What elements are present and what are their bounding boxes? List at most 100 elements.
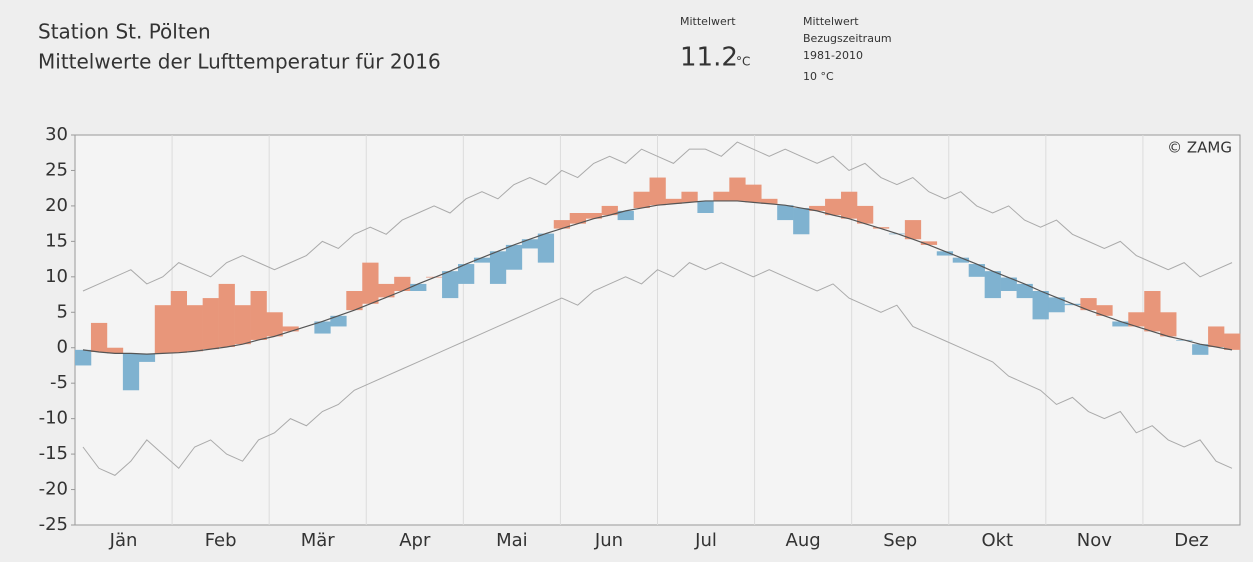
anomaly-bar <box>872 227 890 229</box>
anomaly-bar <box>250 291 267 340</box>
anomaly-bar <box>856 205 874 224</box>
anomaly-bar <box>154 305 172 354</box>
anomaly-bar <box>282 326 299 332</box>
x-tick-label: Dez <box>1174 530 1208 551</box>
summary-value: 11.2 <box>680 43 738 73</box>
anomaly-bar <box>537 233 555 263</box>
anomaly-bar <box>1192 344 1209 355</box>
anomaly-bar <box>394 276 411 291</box>
reference-period-label: Bezugszeitraum <box>803 32 892 45</box>
reference-label: Mittelwert <box>803 15 859 28</box>
x-tick-label: Feb <box>205 530 237 551</box>
anomaly-bar <box>936 251 954 256</box>
climate-mean-line <box>82 200 1233 355</box>
anomaly-bar <box>489 251 507 284</box>
anomaly-bar <box>266 312 283 337</box>
anomaly-bar <box>170 291 188 353</box>
x-tick-label: Sep <box>883 530 917 551</box>
anomaly-bar <box>1080 298 1097 311</box>
y-tick-label: -15 <box>39 443 68 464</box>
anomaly-bar <box>362 262 379 304</box>
anomaly-bar <box>234 305 251 345</box>
anomaly-bar <box>458 264 475 284</box>
anomaly-bar <box>505 244 523 270</box>
anomaly-bar <box>346 291 363 311</box>
anomaly-bar <box>633 191 650 209</box>
anomaly-bar <box>745 184 762 203</box>
anomaly-bar <box>841 191 858 219</box>
x-tick-label: Mär <box>301 530 336 551</box>
anomaly-bar <box>90 322 108 352</box>
anomaly-bar <box>442 271 459 299</box>
y-tick-label: 15 <box>45 230 68 251</box>
anomaly-bar <box>729 177 746 201</box>
anomaly-bar <box>713 191 730 201</box>
y-tick-label: 25 <box>45 159 68 180</box>
anomaly-bar <box>681 191 698 203</box>
anomaly-bar <box>1048 297 1065 313</box>
anomaly-bar <box>1096 305 1113 316</box>
y-tick-label: 30 <box>45 124 68 145</box>
anomaly-bar <box>75 349 92 366</box>
x-tick-label: Jun <box>594 530 623 551</box>
anomaly-bar <box>1112 321 1129 327</box>
anomaly-bar <box>1128 312 1145 327</box>
x-tick-label: Mai <box>496 530 528 551</box>
anomaly-bar <box>793 208 810 235</box>
anomaly-bar <box>649 177 666 206</box>
chart-subtitle: Mittelwerte der Lufttemperatur für 2016 <box>38 50 441 74</box>
anomaly-bar <box>553 220 571 229</box>
anomaly-bar <box>968 264 985 277</box>
anomaly-bar <box>904 220 922 240</box>
x-tick-label: Okt <box>981 530 1013 551</box>
climate-max-line <box>82 141 1233 292</box>
y-tick-label: 20 <box>45 195 68 216</box>
anomaly-bar <box>330 315 347 327</box>
anomaly-bar <box>585 213 602 219</box>
anomaly-bar <box>601 205 618 216</box>
anomaly-bar <box>1224 333 1241 350</box>
anomaly-bar <box>410 283 427 291</box>
anomaly-bar <box>984 271 1001 299</box>
anomaly-bar <box>314 321 331 334</box>
credit: © ZAMG <box>1167 139 1232 157</box>
anomaly-bar <box>952 257 969 263</box>
anomaly-bar <box>122 353 140 391</box>
anomaly-bar <box>761 198 778 204</box>
y-tick-label: -25 <box>39 514 68 535</box>
y-tick-label: 5 <box>57 301 68 322</box>
anomaly-bar <box>473 257 491 263</box>
anomaly-bar <box>202 298 219 350</box>
anomaly-bar <box>106 347 124 354</box>
y-tick-label: -5 <box>50 372 68 393</box>
anomaly-bar <box>1064 303 1081 306</box>
anomaly-bar <box>218 283 235 348</box>
x-tick-label: Aug <box>786 530 821 551</box>
summary-label: Mittelwert <box>680 15 736 28</box>
y-tick-label: -20 <box>39 479 68 500</box>
climate-min-line <box>82 262 1233 476</box>
anomaly-bar <box>697 200 714 213</box>
reference-period: 1981-2010 <box>803 49 863 62</box>
y-tick-label: 10 <box>45 266 68 287</box>
anomaly-bar <box>1016 283 1033 299</box>
anomaly-bar <box>1160 312 1177 337</box>
anomaly-bar <box>1144 291 1161 332</box>
anomaly-bar <box>138 354 156 362</box>
anomaly-bar <box>1208 326 1225 348</box>
reference-value: 10 °C <box>803 70 834 83</box>
chart-title: Station St. Pölten <box>38 20 211 44</box>
anomaly-bar <box>186 305 203 352</box>
anomaly-bar <box>777 205 794 221</box>
x-tick-label: Jul <box>694 530 717 551</box>
anomaly-bar <box>521 239 539 249</box>
y-tick-label: 0 <box>57 337 68 358</box>
x-tick-label: Nov <box>1077 530 1112 551</box>
x-tick-label: Apr <box>399 530 431 551</box>
y-tick-label: -10 <box>39 408 68 429</box>
anomaly-bar <box>569 213 586 224</box>
anomaly-bar <box>378 283 395 298</box>
x-tick-label: Jän <box>109 530 138 551</box>
